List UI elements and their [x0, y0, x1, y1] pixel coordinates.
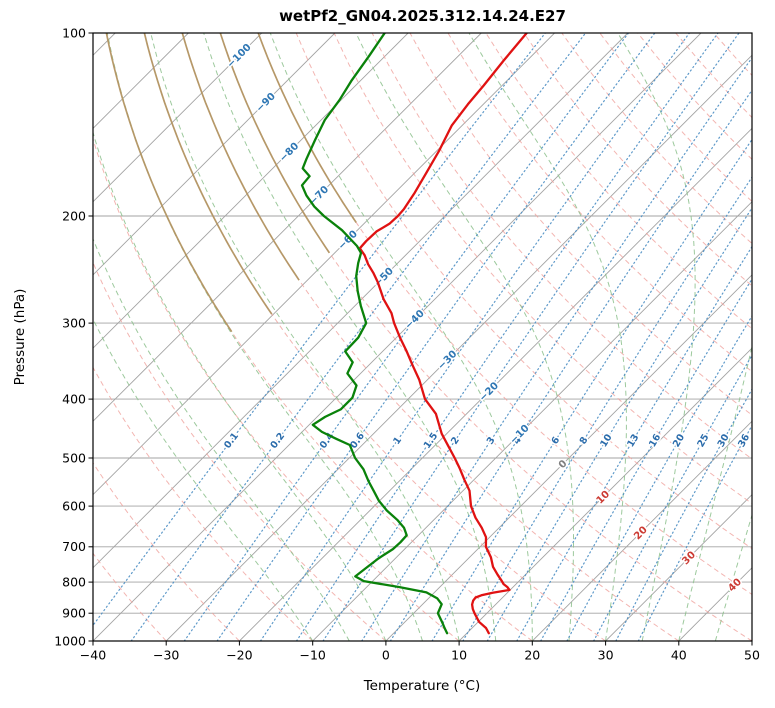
mixing-ratio-labels: 0.1 0.2 0.4 0.6 1 1.5 2 3 4 6 8 10 13 16 20 25 30 36	[221, 429, 754, 452]
moist-adiabat-lines	[93, 33, 752, 641]
svg-text:1000: 1000	[54, 633, 86, 648]
svg-text:700: 700	[62, 539, 86, 554]
svg-text:−40: −40	[80, 648, 106, 663]
upper-adiabat-lines	[105, 33, 357, 333]
svg-text:1: 1	[391, 435, 404, 447]
svg-text:1.5: 1.5	[422, 431, 441, 451]
svg-text:−30: −30	[153, 648, 179, 663]
svg-text:−100: −100	[225, 42, 253, 70]
svg-text:900: 900	[62, 606, 86, 621]
svg-text:600: 600	[62, 498, 86, 513]
chart-title: wetPf2_GN04.2025.312.14.24.E27	[279, 7, 566, 25]
svg-text:30: 30	[598, 648, 614, 663]
svg-text:10: 10	[595, 489, 613, 507]
svg-text:13: 13	[625, 432, 641, 449]
svg-text:−40: −40	[403, 308, 427, 332]
svg-text:800: 800	[62, 574, 86, 589]
svg-text:−30: −30	[436, 349, 460, 373]
y-tick-labels: 100 200 300 400 500 600 700 800 900 1000	[54, 25, 86, 648]
svg-text:0.2: 0.2	[268, 431, 287, 451]
svg-text:300: 300	[62, 315, 86, 330]
svg-text:−90: −90	[254, 91, 278, 115]
svg-text:6: 6	[549, 435, 562, 447]
isobar-lines	[93, 32, 752, 642]
mixing-ratio-lines	[93, 33, 752, 641]
svg-text:−60: −60	[336, 229, 360, 253]
dry-adiabat-lines	[93, 33, 752, 641]
isotherm-lines	[93, 33, 752, 641]
dewpoint-curve	[300, 33, 449, 635]
svg-text:16: 16	[647, 432, 663, 449]
svg-text:50: 50	[744, 648, 760, 663]
svg-text:2: 2	[449, 435, 462, 447]
svg-text:30: 30	[680, 550, 698, 568]
svg-text:−80: −80	[278, 141, 302, 165]
svg-text:0: 0	[382, 648, 390, 663]
plot-frame	[92, 32, 753, 642]
svg-text:0: 0	[557, 458, 570, 471]
svg-text:−20: −20	[478, 380, 502, 404]
x-ticks	[92, 641, 753, 646]
y-ticks	[88, 32, 93, 642]
svg-text:400: 400	[62, 391, 86, 406]
svg-text:40: 40	[671, 648, 687, 663]
svg-text:10: 10	[598, 432, 614, 449]
svg-text:−10: −10	[300, 648, 326, 663]
svg-text:−20: −20	[226, 648, 252, 663]
svg-text:20: 20	[632, 525, 650, 543]
svg-text:20: 20	[671, 432, 687, 449]
svg-text:10: 10	[451, 648, 467, 663]
svg-text:500: 500	[62, 450, 86, 465]
x-axis-label: Temperature (°C)	[363, 678, 481, 694]
temperature-curve	[358, 33, 528, 635]
svg-text:20: 20	[524, 648, 540, 663]
svg-text:200: 200	[62, 208, 86, 223]
svg-text:30: 30	[716, 432, 732, 449]
x-tick-labels: −40 −30 −20 −10 0 10 20 30 40 50	[80, 648, 760, 663]
svg-text:8: 8	[578, 435, 591, 447]
svg-text:100: 100	[62, 25, 86, 40]
svg-text:25: 25	[695, 432, 711, 449]
